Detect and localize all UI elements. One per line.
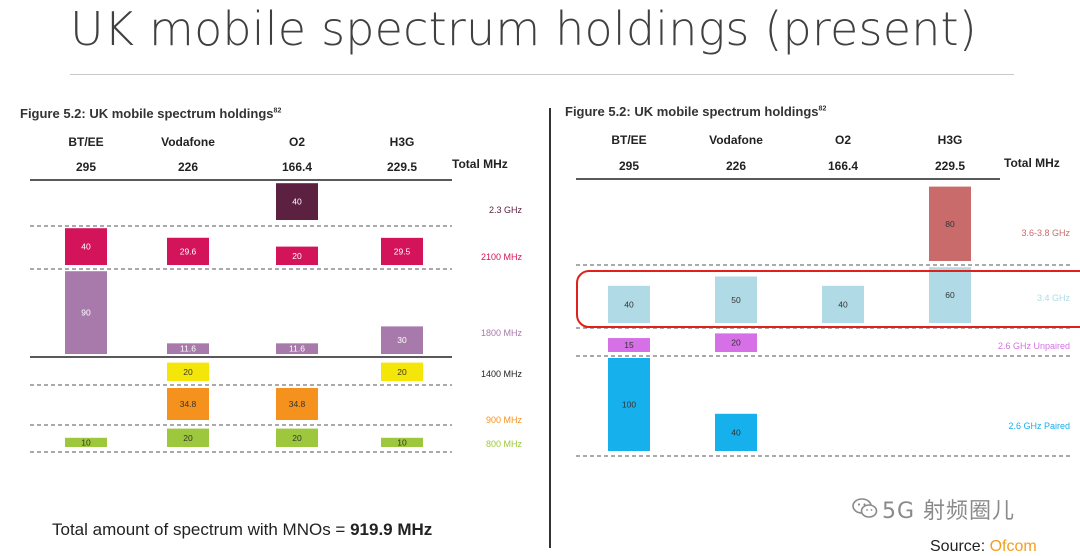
right-bar-2-6-ghz-unpaired-vodafone xyxy=(715,333,757,352)
source-name: Ofcom xyxy=(989,538,1037,555)
left-total-bt-ee: 295 xyxy=(76,160,96,174)
left-bar-label-800-mhz-o2: 20 xyxy=(292,433,302,443)
right-category-h3g: H3G xyxy=(938,133,963,147)
left-total-vodafone: 226 xyxy=(178,160,198,174)
left-bar-label-2100-mhz-bt-ee: 40 xyxy=(81,242,91,252)
right-figure-title: Figure 5.2: UK mobile spectrum holdings8… xyxy=(565,104,826,119)
left-bar-1800-mhz-h3g xyxy=(381,326,423,354)
left-bar-label-2100-mhz-o2: 20 xyxy=(292,251,302,261)
left-bar-800-mhz-o2 xyxy=(276,428,318,447)
right-bar-label-2-6-ghz-unpaired-vodafone: 20 xyxy=(731,338,741,348)
left-band-label-1400-mhz: 1400 MHz xyxy=(481,369,523,379)
left-bar-1800-mhz-o2 xyxy=(276,343,318,354)
right-total-mhz-label: Total MHz xyxy=(1004,156,1060,170)
left-bar-label-800-mhz-vodafone: 20 xyxy=(183,433,193,443)
left-band-label-1800-mhz: 1800 MHz xyxy=(481,328,523,338)
left-bar-900-mhz-vodafone xyxy=(167,387,209,420)
right-category-bt-ee: BT/EE xyxy=(611,133,646,147)
left-bar-label-2100-mhz-vodafone: 29.6 xyxy=(180,246,197,256)
right-total-o2: 166.4 xyxy=(828,159,858,173)
left-figure-label: Figure 5.2: UK mobile spectrum holdings xyxy=(20,106,274,121)
right-bar-2-6-ghz-paired-bt-ee xyxy=(608,358,650,451)
right-bar-label-3-6-3-8-ghz-h3g: 80 xyxy=(945,219,955,229)
left-band-label-900-mhz: 900 MHz xyxy=(486,415,523,425)
left-bar-label-1800-mhz-vodafone: 11.6 xyxy=(180,344,196,354)
left-bar-800-mhz-h3g xyxy=(381,437,423,447)
left-bar-2100-mhz-o2 xyxy=(276,246,318,265)
right-bar-3-4-ghz-o2 xyxy=(822,285,864,323)
left-bar-label-900-mhz-o2: 34.8 xyxy=(289,399,306,409)
right-bar-2-6-ghz-unpaired-bt-ee xyxy=(608,338,650,352)
right-bar-label-2-6-ghz-paired-vodafone: 40 xyxy=(731,427,741,437)
right-figure-label: Figure 5.2: UK mobile spectrum holdings xyxy=(565,104,819,119)
left-bar-2-3-ghz-o2 xyxy=(276,183,318,220)
left-bar-label-1400-mhz-vodafone: 20 xyxy=(183,367,193,377)
right-band-label-3-6-3-8-ghz: 3.6-3.8 GHz xyxy=(1021,228,1070,238)
left-bar-2100-mhz-vodafone xyxy=(167,237,209,265)
left-bar-label-1800-mhz-h3g: 30 xyxy=(397,335,407,345)
left-bar-2100-mhz-h3g xyxy=(381,237,423,265)
right-bar-label-3-4-ghz-o2: 40 xyxy=(838,299,848,309)
left-bar-2100-mhz-bt-ee xyxy=(65,228,107,265)
left-bar-800-mhz-bt-ee xyxy=(65,437,107,447)
page-title: UK mobile spectrum holdings (present) xyxy=(70,2,977,56)
left-band-label-800-mhz: 800 MHz xyxy=(486,439,523,449)
left-bar-label-1800-mhz-o2: 11.6 xyxy=(289,344,305,354)
left-bar-label-1400-mhz-h3g: 20 xyxy=(397,367,407,377)
right-bar-3-4-ghz-bt-ee xyxy=(608,285,650,323)
title-divider xyxy=(70,74,1014,75)
left-bar-label-2100-mhz-h3g: 29.5 xyxy=(394,246,411,256)
right-bar-3-6-3-8-ghz-h3g xyxy=(929,186,971,261)
left-category-bt-ee: BT/EE xyxy=(68,135,103,149)
left-figure-footnote: 82 xyxy=(273,107,282,115)
left-bar-label-800-mhz-bt-ee: 10 xyxy=(81,437,91,447)
right-total-vodafone: 226 xyxy=(726,159,746,173)
right-bar-3-4-ghz-h3g xyxy=(929,267,971,323)
left-bar-900-mhz-o2 xyxy=(276,387,318,420)
left-bar-1800-mhz-bt-ee xyxy=(65,271,107,354)
left-bar-800-mhz-vodafone xyxy=(167,428,209,447)
panel-divider xyxy=(549,108,551,548)
total-spectrum-text: Total amount of spectrum with MNOs = xyxy=(52,520,351,539)
right-bar-label-3-4-ghz-h3g: 60 xyxy=(945,290,955,300)
right-total-h3g: 229.5 xyxy=(935,159,965,173)
left-bar-label-900-mhz-vodafone: 34.8 xyxy=(180,399,197,409)
right-highlight-3-4-ghz xyxy=(576,270,1080,328)
left-figure-title: Figure 5.2: UK mobile spectrum holdings8… xyxy=(20,106,281,121)
left-bar-1800-mhz-vodafone xyxy=(167,343,209,354)
left-band-label-2100-mhz: 2100 MHz xyxy=(481,252,523,262)
right-band-label-2-6-ghz-paired: 2.6 GHz Paired xyxy=(1008,421,1070,431)
right-bar-3-4-ghz-vodafone xyxy=(715,276,757,323)
right-bar-label-2-6-ghz-paired-bt-ee: 100 xyxy=(622,400,636,410)
source-credit: Source: Ofcom xyxy=(930,538,1037,556)
right-bar-label-3-4-ghz-bt-ee: 40 xyxy=(624,299,634,309)
right-category-o2: O2 xyxy=(835,133,851,147)
left-bar-1400-mhz-h3g xyxy=(381,362,423,381)
right-category-vodafone: Vodafone xyxy=(709,133,763,147)
total-spectrum-value: 919.9 MHz xyxy=(350,520,433,539)
right-bar-label-2-6-ghz-unpaired-bt-ee: 15 xyxy=(624,340,634,350)
left-category-o2: O2 xyxy=(289,135,305,149)
left-bar-label-800-mhz-h3g: 10 xyxy=(397,437,407,447)
source-label: Source: xyxy=(930,538,990,555)
left-bar-label-2-3-ghz-o2: 40 xyxy=(292,197,302,207)
left-total-mhz-label: Total MHz xyxy=(452,157,508,171)
total-spectrum-line: Total amount of spectrum with MNOs = 919… xyxy=(52,520,432,540)
left-band-label-2-3-ghz: 2.3 GHz xyxy=(489,205,523,215)
right-bar-2-6-ghz-paired-vodafone xyxy=(715,413,757,451)
left-category-vodafone: Vodafone xyxy=(161,135,215,149)
left-total-o2: 166.4 xyxy=(282,160,312,174)
watermark-text: 5G 射频圈儿 xyxy=(882,499,1016,524)
right-band-label-3-4-ghz: 3.4 GHz xyxy=(1037,293,1071,303)
left-bar-label-1800-mhz-bt-ee: 90 xyxy=(81,308,91,318)
wechat-icon xyxy=(852,498,878,518)
right-band-label-2-6-ghz-unpaired: 2.6 GHz Unpaired xyxy=(998,341,1070,351)
left-category-h3g: H3G xyxy=(390,135,415,149)
right-total-bt-ee: 295 xyxy=(619,159,639,173)
right-bar-label-3-4-ghz-vodafone: 50 xyxy=(731,295,741,305)
left-bar-1400-mhz-vodafone xyxy=(167,362,209,381)
left-total-h3g: 229.5 xyxy=(387,160,417,174)
right-figure-footnote: 82 xyxy=(818,105,827,113)
